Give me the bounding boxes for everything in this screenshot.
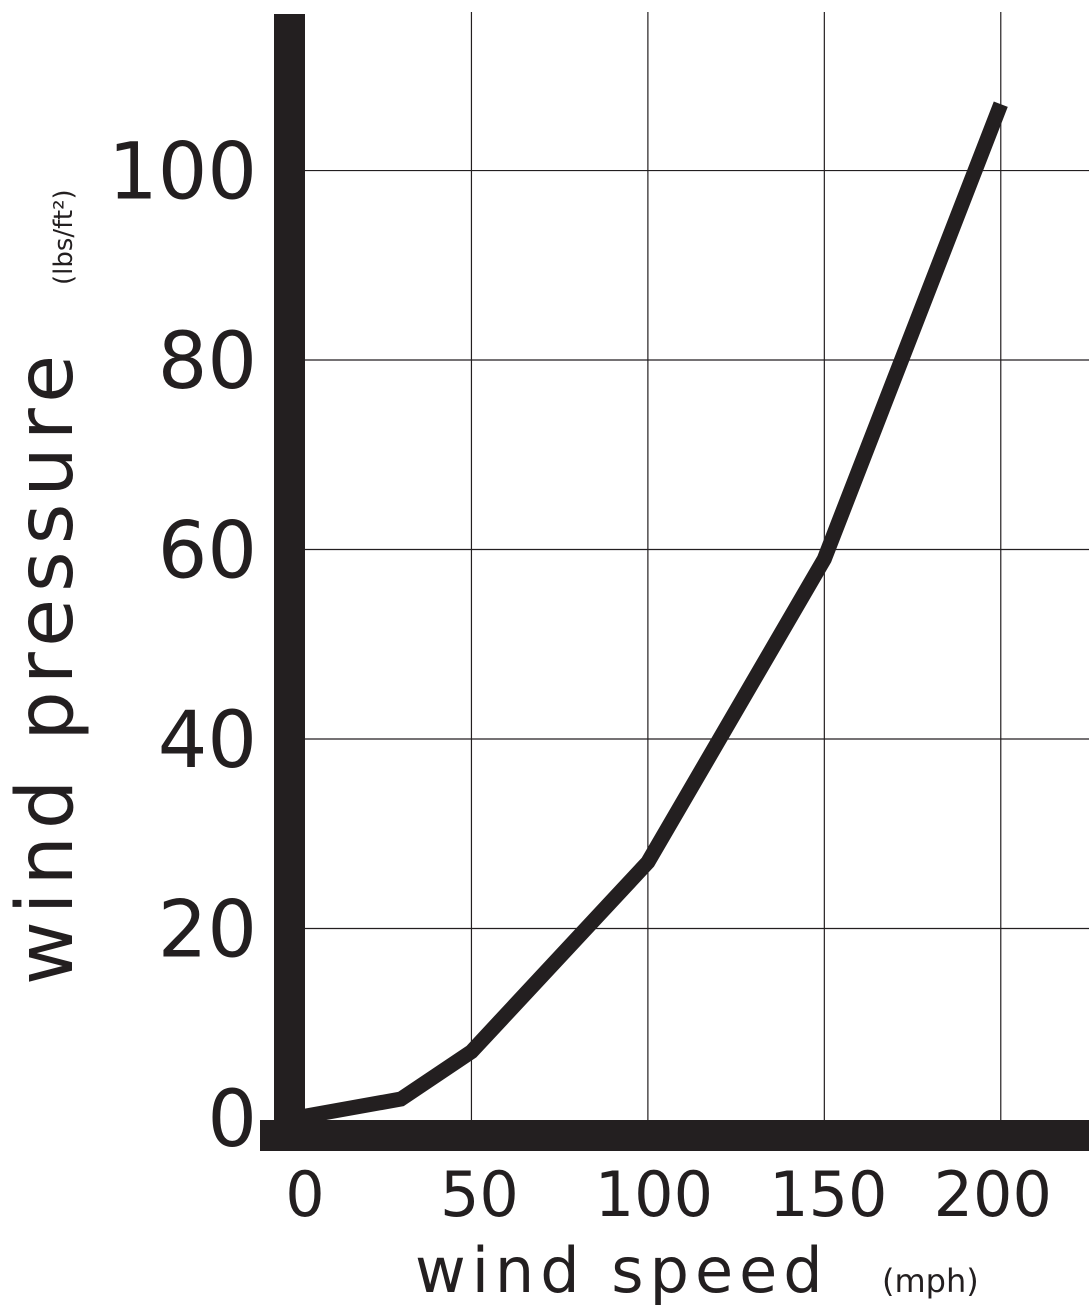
y-tick-label-5: 100 — [108, 128, 257, 218]
y-tick-label-2: 40 — [158, 696, 257, 786]
y-tick-label-4: 80 — [158, 317, 257, 407]
y-axis-line — [274, 14, 305, 1150]
x-tick-label-3: 150 — [769, 1158, 887, 1231]
x-tick-label-1: 50 — [440, 1158, 519, 1231]
x-tick-label-2: 100 — [595, 1158, 713, 1231]
x-axis-unit: (mph) — [882, 1262, 979, 1300]
y-tick-label-0: 0 — [207, 1075, 257, 1165]
x-tick-label-4: 200 — [934, 1158, 1052, 1231]
series-layer — [293, 101, 1008, 1126]
y-tick-label-3: 60 — [158, 507, 257, 597]
x-tick-label-0: 0 — [285, 1158, 324, 1231]
x-axis-label: wind speed — [415, 1234, 829, 1307]
y-axis-label: wind pressure — [1, 348, 91, 985]
y-axis-unit-group: (lbs/ft²) — [49, 189, 79, 285]
y-tick-label-1: 20 — [158, 886, 257, 976]
tick-labels: 0 20 40 60 80 100 0 50 100 150 200 — [108, 128, 1052, 1231]
x-axis-line — [260, 1120, 1089, 1151]
y-axis-unit: (lbs/ft²) — [49, 189, 79, 285]
series-line-0 — [293, 101, 1008, 1126]
axes — [260, 14, 1089, 1151]
y-axis-title: wind pressure — [1, 348, 91, 985]
